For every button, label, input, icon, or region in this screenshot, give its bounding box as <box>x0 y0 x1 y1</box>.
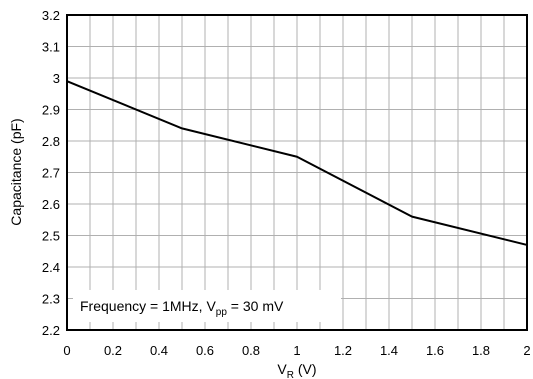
x-tick-label: 1.8 <box>472 343 490 358</box>
y-tick-label: 3.1 <box>42 40 60 55</box>
y-tick-label: 2.3 <box>42 292 60 307</box>
x-tick-label: 1.2 <box>334 343 352 358</box>
x-tick-label: 0.4 <box>150 343 168 358</box>
y-axis-title: Capacitance (pF) <box>8 118 24 225</box>
annotation-text: Frequency = 1MHz, Vpp = 30 mV <box>80 298 284 318</box>
y-tick-label: 3.2 <box>42 8 60 23</box>
y-tick-labels: 2.2 2.3 2.4 2.5 2.6 2.7 2.8 2.9 3 3.1 3.2 <box>42 8 60 338</box>
y-tick-label: 2.7 <box>42 166 60 181</box>
x-tick-label: 0 <box>63 343 70 358</box>
x-tick-label: 0.6 <box>196 343 214 358</box>
annotation-background <box>73 290 341 322</box>
y-tick-label: 2.2 <box>42 323 60 338</box>
y-tick-label: 2.8 <box>42 134 60 149</box>
x-tick-label: 1.6 <box>426 343 444 358</box>
x-tick-label: 1.4 <box>380 343 398 358</box>
y-tick-label: 3 <box>53 71 60 86</box>
series-line <box>66 80 528 246</box>
x-axis-title: VR (V) <box>277 361 316 379</box>
plot-frame <box>66 14 528 331</box>
annotation-box: Frequency = 1MHz, Vpp = 30 mV <box>73 290 341 322</box>
x-tick-label: 0.2 <box>104 343 122 358</box>
y-tick-label: 2.6 <box>42 197 60 212</box>
x-tick-label: 2 <box>523 343 530 358</box>
y-tick-label: 2.4 <box>42 260 60 275</box>
series-layer <box>66 80 528 246</box>
y-tick-label: 2.5 <box>42 229 60 244</box>
y-tick-label: 2.9 <box>42 103 60 118</box>
x-tick-label: 0.8 <box>242 343 260 358</box>
grid-lines <box>67 15 527 330</box>
x-tick-label: 1 <box>293 343 300 358</box>
x-tick-labels: 0 0.2 0.4 0.6 0.8 1 1.2 1.4 1.6 1.8 2 <box>63 343 530 358</box>
